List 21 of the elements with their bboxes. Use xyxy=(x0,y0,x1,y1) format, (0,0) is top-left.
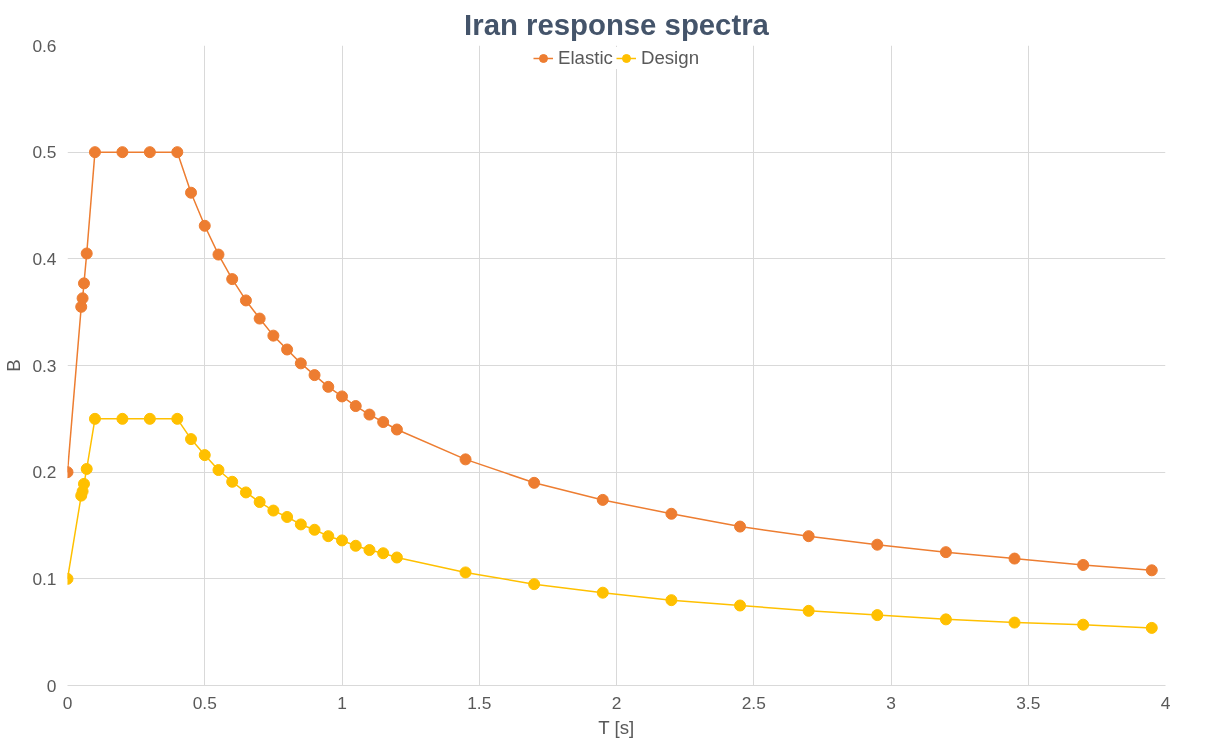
y-tick-label: 0.6 xyxy=(32,35,57,56)
y-tick-label: 0.1 xyxy=(32,568,57,589)
y-tick-label: 0.4 xyxy=(32,248,57,269)
chart-title: Iran response spectra xyxy=(464,7,770,41)
x-tick-label: 2 xyxy=(611,692,622,713)
x-tick-label: 1 xyxy=(337,692,347,713)
x-tick-label: 1.5 xyxy=(467,692,492,713)
x-tick-label: 4 xyxy=(1160,692,1171,713)
y-tick-label: 0.2 xyxy=(32,462,57,483)
y-tick-label: 0 xyxy=(46,675,57,696)
x-tick-label: 0 xyxy=(62,692,73,713)
y-tick-label: 0.3 xyxy=(32,355,57,376)
y-tick-label: 0.5 xyxy=(32,142,57,163)
x-tick-label: 2.5 xyxy=(741,692,766,713)
y-axis-title: B xyxy=(3,359,25,372)
legend-label: Elastic xyxy=(557,47,613,69)
x-tick-label: 3.5 xyxy=(1016,692,1041,713)
x-tick-label: 0.5 xyxy=(192,692,217,713)
x-tick-label: 3 xyxy=(886,692,896,713)
legend-label: Design xyxy=(640,47,700,69)
x-axis-title: T [s] xyxy=(598,716,635,738)
